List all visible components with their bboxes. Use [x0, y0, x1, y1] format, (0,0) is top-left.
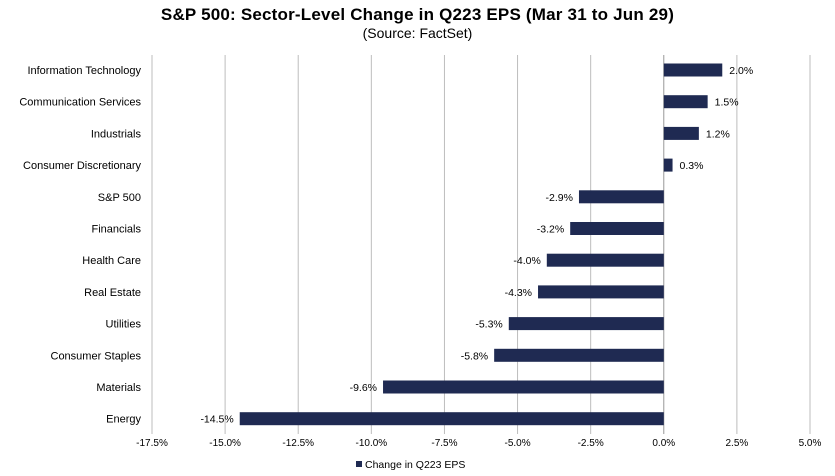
- category-label: Real Estate: [84, 287, 141, 299]
- bar: [578, 190, 664, 204]
- bar: [508, 317, 664, 331]
- bar: [663, 126, 699, 140]
- bar: [570, 222, 664, 235]
- bar: [383, 380, 664, 394]
- legend: Change in Q223 EPS: [356, 459, 465, 471]
- data-label: 1.2%: [706, 128, 730, 140]
- bar: [538, 285, 664, 299]
- data-label: -5.8%: [461, 350, 488, 362]
- x-tick-label: -12.5%: [282, 438, 314, 449]
- data-label: -3.2%: [537, 224, 564, 236]
- category-label: Materials: [96, 382, 141, 394]
- x-tick-label: 5.0%: [799, 438, 822, 449]
- x-tick-label: 0.0%: [652, 438, 675, 449]
- data-label: 2.0%: [729, 65, 753, 77]
- x-tick-label: -15.0%: [209, 438, 241, 449]
- x-tick-label: -17.5%: [136, 438, 168, 449]
- data-label: 1.5%: [715, 97, 739, 109]
- bar: [494, 348, 664, 362]
- bar: [663, 158, 673, 172]
- x-axis-tick-labels: -17.5% -15.0% -12.5% -10.0% -7.5% -5.0% -2.5% 0…: [136, 438, 821, 449]
- x-tick-label: -7.5%: [431, 438, 457, 449]
- category-label: Health Care: [82, 255, 141, 267]
- data-label: -4.3%: [505, 287, 532, 299]
- category-label: Utilities: [106, 319, 142, 331]
- category-label: Energy: [106, 414, 141, 426]
- bar: [239, 412, 664, 426]
- chart-subtitle: (Source: FactSet): [362, 25, 473, 41]
- bar: [663, 63, 723, 77]
- category-label: S&P 500: [98, 192, 141, 204]
- data-label: -4.0%: [513, 255, 540, 267]
- x-tick-label: -2.5%: [578, 438, 604, 449]
- x-tick-label: -10.0%: [355, 438, 387, 449]
- bars: [239, 63, 723, 426]
- legend-label: Change in Q223 EPS: [365, 459, 465, 471]
- data-label: -5.3%: [475, 319, 502, 331]
- chart-title: S&P 500: Sector-Level Change in Q223 EPS…: [160, 5, 675, 24]
- data-label: 0.3%: [680, 160, 704, 172]
- category-label: Information Technology: [27, 65, 141, 77]
- category-label: Consumer Discretionary: [23, 160, 141, 172]
- bar: [663, 95, 708, 109]
- data-label: -2.9%: [546, 192, 573, 204]
- data-label: -9.6%: [350, 382, 377, 394]
- x-tick-label: -5.0%: [504, 438, 530, 449]
- category-label: Communication Services: [19, 97, 141, 109]
- category-label: Industrials: [91, 128, 142, 140]
- x-tick-label: 2.5%: [725, 438, 748, 449]
- legend-swatch: [356, 461, 362, 467]
- data-label: -14.5%: [200, 414, 233, 426]
- grid-lines: [151, 55, 811, 434]
- category-labels: Information Technology Communication Serv…: [19, 65, 141, 426]
- value-labels: 2.0% 1.5% 1.2% 0.3% -2.9% -3.2% -4.0% -4.3% -5.3…: [200, 65, 753, 426]
- category-label: Financials: [91, 224, 141, 236]
- bar: [546, 253, 664, 267]
- category-label: Consumer Staples: [51, 350, 142, 362]
